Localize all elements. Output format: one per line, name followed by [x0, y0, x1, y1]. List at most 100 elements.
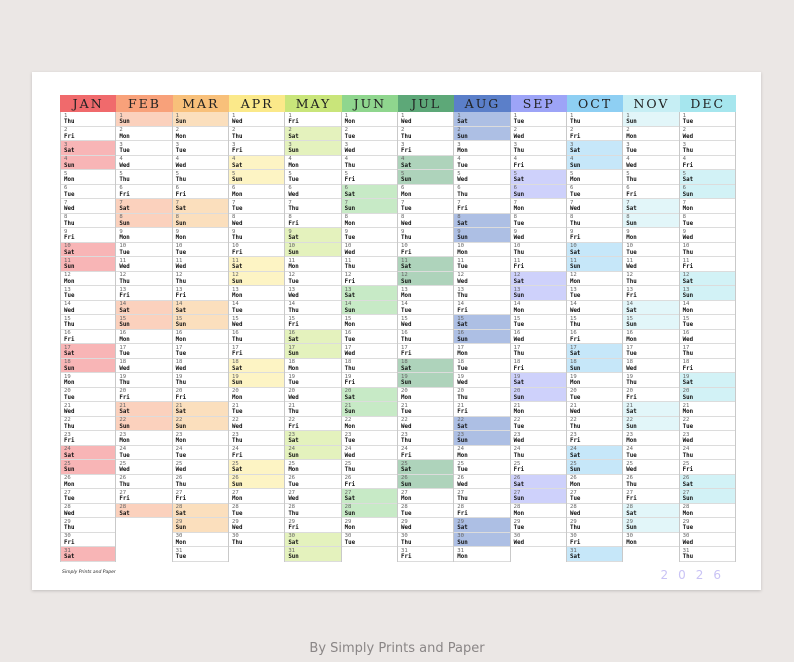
day-cell: 24 Sun: [285, 445, 341, 460]
day-number: 21: [175, 402, 183, 409]
weekday-label: Sat: [400, 365, 412, 372]
weekday-label: Sun: [626, 220, 637, 227]
day-number: 10: [626, 243, 634, 249]
day-cell: 3 Thu: [510, 141, 566, 156]
day-number: 3: [457, 141, 461, 148]
day-number: 12: [64, 272, 71, 278]
day-number: 24: [400, 446, 408, 452]
day-cell: 7 Sat: [116, 199, 172, 214]
weekday-label: Sat: [344, 293, 356, 300]
day-number: 5: [400, 170, 405, 177]
weekday-label: Mon: [400, 293, 412, 300]
weekday-label: Fri: [64, 235, 75, 242]
day-number: 5: [626, 170, 630, 177]
day-number: 11: [457, 257, 465, 264]
weekday-label: Wed: [400, 525, 412, 532]
day-number: 30: [344, 533, 352, 539]
day-number: 10: [288, 243, 296, 249]
day-number: 30: [513, 533, 521, 539]
day-number: 13: [569, 286, 577, 293]
day-number: 28: [513, 504, 521, 510]
day-cell: 10 Sat: [61, 242, 116, 257]
day-cell: 4 Wed: [623, 156, 679, 170]
weekday-label: Fri: [175, 293, 187, 300]
day-number: 25: [626, 460, 634, 467]
day-number: 4: [119, 156, 123, 162]
weekday-label: Tue: [513, 220, 525, 227]
month-column-aug: 1 Sat 2 Sun 3 Mon 4 Tue 5 Wed 6 Thu 7 Fri 8 Sat 9 Sun 10 Mo…: [454, 112, 511, 562]
day-number: 4: [569, 156, 574, 162]
weekday-label: Thu: [569, 525, 581, 532]
day-number: 20: [231, 388, 239, 394]
day-number: 24: [513, 446, 521, 452]
day-cell: 25 Mon: [285, 460, 341, 475]
weekday-label: Fri: [288, 423, 299, 430]
day-cell: 26 Fri: [341, 475, 397, 489]
day-cell: 3 Thu: [679, 141, 735, 156]
day-cell: 5 Sun: [397, 170, 454, 185]
weekday-label: Sat: [569, 351, 581, 358]
weekday-label: Sat: [119, 307, 130, 314]
weekday-label: Fri: [513, 264, 525, 271]
day-cell: 7 Fri: [454, 199, 510, 214]
weekday-label: Wed: [288, 293, 299, 300]
weekday-label: Thu: [400, 539, 412, 546]
day-cell: 14 Tue: [397, 301, 454, 315]
weekday-label: Wed: [400, 322, 412, 329]
day-number: 3: [64, 141, 68, 148]
day-cell: 6 Sun: [510, 184, 566, 199]
day-cell: 28 Fri: [454, 504, 510, 518]
month-column-nov: 1 Sun 2 Mon 3 Tue 4 Wed 5 Thu 6 Fri 7 Sat 8 Sun 9 Mon 10 Tu…: [623, 112, 680, 562]
day-cell: 16 Mon: [172, 330, 228, 344]
weekday-label: Tue: [119, 148, 130, 155]
day-number: 12: [175, 272, 183, 278]
day-number: 26: [457, 475, 465, 481]
day-cell: 10 Fri: [228, 243, 285, 257]
day-number: 24: [344, 446, 352, 452]
day-cell: 19 Sat: [510, 373, 566, 388]
day-cell: 2 Mon: [623, 127, 679, 141]
day-cell: 1 Thu: [61, 112, 116, 127]
weekday-label: Thu: [344, 365, 356, 372]
day-cell: 6 Fri: [116, 185, 172, 199]
day-number: 6: [569, 185, 574, 191]
day-number: 5: [682, 170, 686, 177]
day-number: 16: [400, 330, 408, 336]
weekday-label: Mon: [344, 220, 356, 227]
weekday-label: Tue: [344, 235, 356, 242]
weekday-label: Thu: [288, 409, 299, 416]
weekday-label: Fri: [457, 206, 468, 213]
day-cell: 29 Wed: [228, 518, 285, 533]
day-cell: 24 Thu: [679, 446, 735, 460]
day-cell: 24 Fri: [397, 446, 454, 460]
day-cell: 6 Sat: [341, 184, 397, 199]
weekday-label: Wed: [682, 438, 694, 445]
day-number: 17: [119, 344, 127, 351]
weekday-label: Thu: [231, 336, 243, 343]
day-number: 25: [288, 460, 296, 467]
day-number: 28: [569, 504, 577, 510]
day-number: 19: [288, 373, 296, 380]
weekday-label: Wed: [400, 423, 412, 430]
day-number: 20: [175, 388, 183, 394]
day-number: 2: [400, 127, 405, 133]
weekday-label: Fri: [682, 264, 694, 271]
weekday-label: Thu: [626, 481, 637, 488]
day-cell: 19 Sun: [228, 373, 285, 388]
weekday-label: Thu: [400, 438, 412, 445]
weekday-label: Thu: [288, 510, 299, 517]
day-number: 13: [119, 286, 127, 293]
day-number: 20: [288, 388, 296, 394]
day-number: 26: [119, 475, 127, 481]
weekday-label: Sun: [64, 264, 75, 271]
day-number: 19: [513, 373, 521, 380]
day-number: 9: [231, 228, 236, 235]
day-cell: 7 Sat: [172, 199, 228, 214]
day-number: 17: [682, 344, 690, 351]
weekday-label: Wed: [457, 278, 468, 285]
weekday-label: Tue: [344, 336, 356, 343]
day-cell: 25 Wed: [172, 460, 228, 475]
day-number: 13: [344, 286, 352, 293]
day-cell: 21 Sun: [341, 402, 397, 417]
weekday-label: Fri: [344, 481, 356, 488]
